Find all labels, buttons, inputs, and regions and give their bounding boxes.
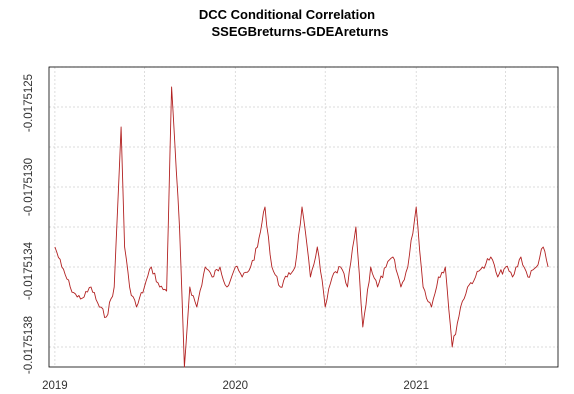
series-line (54, 86, 549, 368)
y-tick-label: -0.0175134 (23, 241, 35, 300)
plot-border (48, 66, 559, 368)
series-layer (54, 86, 549, 368)
y-tick-label: -0.0175138 (23, 316, 35, 374)
y-tick-label: -0.0175125 (23, 74, 35, 132)
x-axis-ticks: 2019 2020 2021 (42, 380, 429, 392)
x-tick-label: 2019 (42, 380, 68, 392)
y-axis-ticks: -0.0175125 -0.0175130 -0.0175134 -0.0175138 (23, 74, 35, 374)
chart-title: DCC Conditional Correlation (199, 7, 375, 22)
y-tick-label: -0.0175130 (23, 158, 35, 216)
chart-subtitle: SSEGBreturns-GDEAreturns (212, 24, 389, 39)
x-tick-label: 2020 (223, 380, 249, 392)
x-tick-label: 2021 (403, 380, 429, 392)
